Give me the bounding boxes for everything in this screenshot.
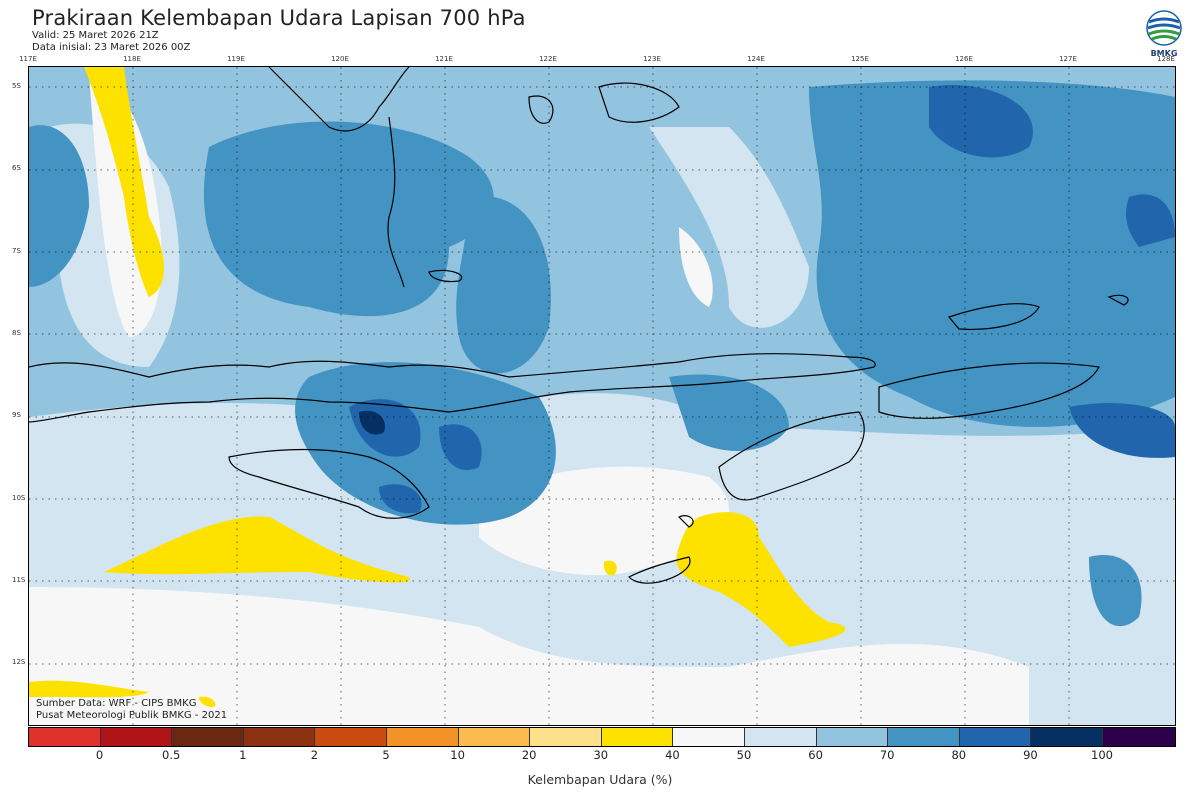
lat-label: 11S	[12, 575, 26, 584]
colorbar-tick: 0.5	[162, 748, 181, 762]
colorbar-segment	[530, 728, 602, 746]
colorbar-segment	[888, 728, 960, 746]
lon-label: 125E	[851, 55, 869, 63]
colorbar-tick: 100	[1091, 748, 1113, 762]
colorbar-tick: 0	[95, 748, 104, 762]
colorbar-tick: 5	[382, 748, 390, 762]
lon-label: 127E	[1059, 55, 1077, 63]
lat-label: 7S	[12, 246, 21, 255]
svg-text:BMKG: BMKG	[1151, 49, 1178, 58]
colorbar-tick: 50	[736, 748, 752, 762]
lon-label: 119E	[227, 55, 245, 63]
lon-label: 126E	[955, 55, 973, 63]
colorbar-segment	[386, 728, 459, 746]
lat-label: 6S	[12, 164, 21, 173]
colorbar-tick: 20	[521, 748, 537, 762]
lat-label: 8S	[12, 328, 21, 337]
colorbar-segment	[458, 728, 531, 746]
lon-label: 117E	[19, 55, 37, 63]
lat-label: 12S	[12, 658, 26, 667]
lon-label: 121E	[435, 55, 453, 63]
lat-label: 9S	[12, 411, 21, 420]
colorbar-segment	[816, 728, 889, 746]
bmkg-logo-icon: BMKG	[1146, 10, 1182, 58]
colorbar-segment	[100, 728, 173, 746]
coastlines	[29, 67, 1129, 584]
humidity-map	[28, 66, 1176, 726]
colorbar-tick: 40	[665, 748, 680, 762]
colorbar-segment	[243, 728, 316, 746]
lon-label: 123E	[643, 55, 661, 63]
source-data-text: Sumber Data: WRF - CIPS BMKG	[36, 698, 197, 709]
map-title: Prakiraan Kelembapan Udara Lapisan 700 h…	[32, 6, 526, 30]
colorbar	[28, 727, 1176, 747]
lon-label: 118E	[123, 55, 141, 63]
colorbar-segment	[315, 728, 387, 746]
colorbar-tick: 70	[879, 748, 895, 762]
colorbar-tick: 30	[593, 748, 609, 762]
lon-label: 122E	[539, 55, 557, 63]
colorbar-segment	[29, 728, 101, 746]
colorbar-tick: 1	[239, 748, 247, 762]
colorbar-segment	[744, 728, 817, 746]
colorbar-segment	[1031, 728, 1103, 746]
colorbar-segment	[601, 728, 674, 746]
graticule	[29, 67, 1175, 725]
colorbar-segment	[172, 728, 244, 746]
colorbar-tick: 90	[1023, 748, 1038, 762]
colorbar-tick: 60	[808, 748, 823, 762]
lon-label: 120E	[331, 55, 349, 63]
colorbar-tick: 10	[450, 748, 465, 762]
publisher-text: Pusat Meteorologi Publik BMKG - 2021	[36, 710, 228, 721]
colorbar-tick: 80	[951, 748, 967, 762]
lat-label: 10S	[12, 493, 26, 502]
bmkg-logo: BMKG	[1144, 8, 1184, 60]
colorbar-segment	[1102, 728, 1175, 746]
initial-data-time: Data inisial: 23 Maret 2026 00Z	[32, 42, 191, 53]
valid-time: Valid: 25 Maret 2026 21Z	[32, 30, 159, 41]
colorbar-segment	[673, 728, 745, 746]
colorbar-tick: 2	[310, 748, 319, 762]
colorbar-label: Kelembapan Udara (%)	[527, 772, 673, 787]
humidity-field	[29, 67, 1175, 725]
lat-label: 5S	[12, 82, 21, 90]
lon-label: 128E	[1157, 55, 1175, 63]
colorbar-segment	[959, 728, 1032, 746]
lon-label: 124E	[747, 55, 765, 63]
